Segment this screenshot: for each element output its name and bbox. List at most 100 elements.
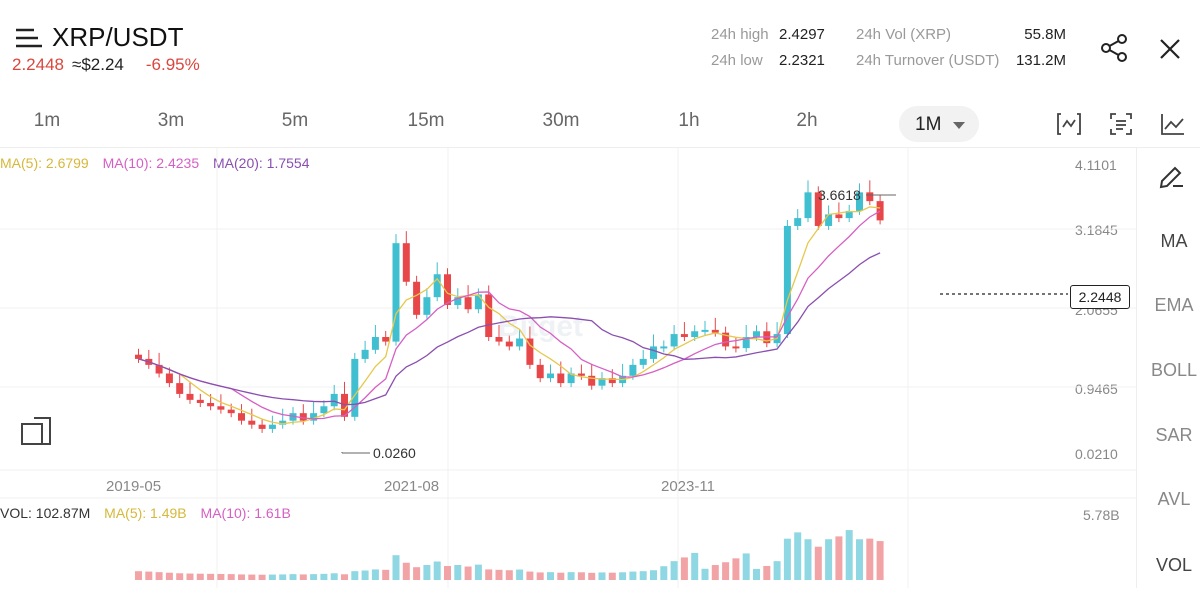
candle — [464, 297, 472, 310]
volume-bar — [536, 572, 544, 580]
tool-ema[interactable]: EMA — [1154, 295, 1194, 315]
volume-bar — [680, 557, 688, 580]
tool-avl[interactable]: AVL — [1157, 489, 1191, 509]
volume-bar — [567, 572, 575, 580]
volume-bar — [413, 567, 421, 580]
date-axis-label: 2023-11 — [661, 478, 715, 495]
candle — [330, 393, 338, 407]
candle — [268, 424, 276, 429]
volume-bar — [165, 572, 173, 580]
candlestick-chart[interactable]: Bitget 3.6618 0.0260 — [0, 148, 1136, 588]
divider — [0, 147, 1200, 148]
candle — [495, 337, 503, 342]
candle — [361, 349, 369, 359]
tab-1M-active[interactable]: 1M — [899, 106, 979, 142]
candle — [299, 413, 307, 421]
candle — [577, 373, 585, 376]
candle — [423, 297, 431, 315]
volume-bar — [845, 530, 853, 580]
volume-bar — [711, 565, 719, 580]
draw-pen-icon[interactable] — [1156, 162, 1186, 192]
volume-bar — [547, 572, 554, 580]
volume-bar — [423, 565, 431, 580]
tab-1h[interactable]: 1h — [678, 110, 700, 131]
volume-bar — [557, 572, 565, 580]
ma5-line — [138, 206, 881, 425]
volume-bar — [804, 539, 812, 580]
close-icon[interactable] — [1158, 37, 1182, 61]
line-chart-icon[interactable] — [1160, 112, 1186, 136]
candle — [804, 192, 812, 219]
volume-bar — [227, 574, 235, 580]
scan-icon[interactable] — [1109, 112, 1133, 136]
volume-bar — [691, 552, 699, 580]
volume-bar — [155, 572, 163, 580]
candle — [454, 297, 462, 306]
volume-bar — [701, 568, 709, 580]
volume-bar — [794, 532, 802, 580]
volume-bar — [516, 569, 524, 580]
menu-icon[interactable] — [16, 28, 42, 48]
candle — [248, 420, 256, 425]
volume-bar — [402, 562, 410, 580]
volume-bar — [639, 571, 647, 580]
tab-3m[interactable]: 3m — [157, 110, 185, 131]
candle — [371, 337, 379, 350]
candle — [691, 331, 699, 338]
volume-bar — [268, 574, 276, 580]
tab-15m[interactable]: 15m — [407, 110, 445, 131]
candle — [650, 346, 657, 359]
volume-bar — [856, 539, 863, 580]
volume-bar — [495, 569, 503, 580]
candle — [588, 375, 596, 386]
candle — [351, 358, 359, 417]
ma-legend: MA(5): 2.6799 MA(10): 2.4235 MA(20): 1.7… — [0, 155, 310, 171]
candle — [794, 218, 802, 226]
volume-bar — [196, 573, 204, 580]
volume-bar — [351, 571, 359, 580]
volume-bar — [485, 569, 493, 580]
tab-30m[interactable]: 30m — [542, 110, 580, 131]
candle — [629, 364, 637, 376]
volume-bar — [763, 565, 771, 580]
turnover-label: 24h Turnover (USDT) — [856, 52, 1000, 69]
candle — [485, 294, 493, 338]
volume-bar — [629, 571, 637, 580]
low-annotation: 0.0260 — [373, 445, 416, 461]
candle — [670, 334, 678, 347]
candle — [814, 192, 822, 226]
tool-divider — [1136, 148, 1137, 588]
volume-bar — [341, 574, 348, 580]
tool-boll[interactable]: BOLL — [1150, 360, 1198, 380]
volume-bar — [238, 574, 245, 580]
candle — [165, 373, 173, 384]
tab-2h[interactable]: 2h — [796, 110, 818, 131]
volume-bar — [279, 574, 287, 580]
volume-bar — [825, 539, 833, 580]
chevron-down-icon — [953, 122, 965, 129]
candle — [382, 337, 390, 342]
low-label: 24h low — [711, 52, 763, 69]
ma5-legend: MA(5): 2.6799 — [0, 155, 89, 171]
volume-bar — [783, 538, 791, 580]
volume-bar — [444, 566, 451, 580]
tool-vol[interactable]: VOL — [1155, 555, 1193, 575]
share-icon[interactable] — [1100, 33, 1130, 63]
pair-title[interactable]: XRP/USDT — [52, 22, 184, 52]
tool-ma[interactable]: MA — [1160, 231, 1188, 251]
volume-bar — [866, 538, 874, 580]
price-axis-label: 0.0210 — [1075, 446, 1118, 462]
tab-5m[interactable]: 5m — [281, 110, 309, 131]
candle — [320, 406, 328, 414]
indicator-icon[interactable] — [1056, 112, 1082, 136]
candle — [825, 214, 833, 226]
tool-sar[interactable]: SAR — [1155, 425, 1193, 445]
volume-bar — [577, 572, 585, 580]
volume-bar — [135, 571, 142, 580]
candle — [783, 225, 791, 335]
tab-1m[interactable]: 1m — [33, 110, 61, 131]
volume-bar — [299, 574, 307, 580]
candle — [866, 192, 874, 202]
fullscreen-toggle-icon[interactable] — [20, 416, 54, 446]
volume-bar — [464, 566, 472, 580]
